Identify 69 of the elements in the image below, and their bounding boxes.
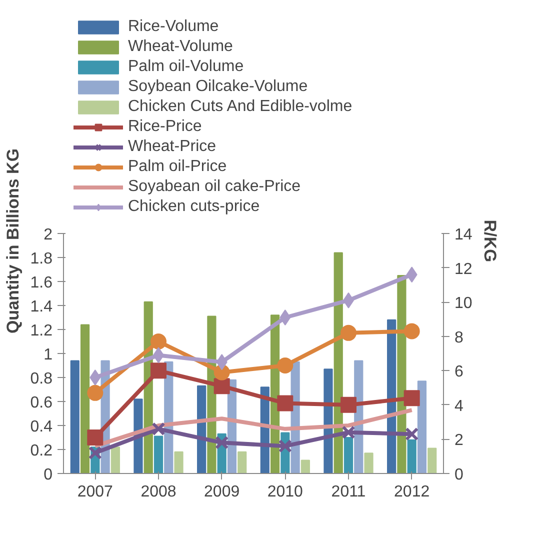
y2-tick-label: 6 <box>454 364 464 381</box>
y2-tick-label: 0 <box>454 466 464 484</box>
y-tick-label: 1.6 <box>30 274 53 292</box>
bar <box>428 448 437 474</box>
point <box>405 427 419 441</box>
point <box>150 362 166 379</box>
bar <box>154 436 164 474</box>
bar <box>300 460 310 474</box>
y-axis-title: Quantity in Billions KG <box>3 148 22 334</box>
legend-label: Palm oil-Volume <box>128 58 244 76</box>
point <box>87 384 104 401</box>
legend-label: Rice-Volume <box>128 18 219 36</box>
y2-tick-label: 10 <box>454 295 472 312</box>
point <box>215 436 229 450</box>
bar <box>417 380 427 474</box>
y-tick-label: 0.8 <box>30 370 53 388</box>
x-tick-label: 2007 <box>77 484 114 500</box>
point <box>404 390 420 406</box>
bar <box>344 437 354 474</box>
bar <box>364 452 374 474</box>
y-tick-label: 1.8 <box>30 250 53 268</box>
point <box>90 370 101 386</box>
legend-label: Soyabean oil cake-Price <box>128 178 301 196</box>
bar <box>238 451 247 474</box>
point <box>150 334 166 350</box>
point <box>342 426 356 440</box>
y2-tick-label: 2 <box>454 432 464 450</box>
point <box>340 396 356 413</box>
x-tick-label: 2011 <box>331 484 366 500</box>
y2-tick-label: 4 <box>454 398 464 415</box>
point <box>87 430 104 446</box>
y-tick-label: 1.2 <box>30 322 53 340</box>
point <box>277 395 294 412</box>
y-tick-label: 0.6 <box>30 394 53 412</box>
legend-label: Rice-Price <box>128 118 202 136</box>
y-tick-label: 0.2 <box>30 442 53 460</box>
bar <box>397 275 406 474</box>
y-tick-label: 0 <box>44 466 53 484</box>
y2-tick-label: 14 <box>454 226 472 244</box>
bar <box>70 360 80 474</box>
point <box>214 378 230 394</box>
point <box>404 323 420 340</box>
legend-label: Chicken Cuts And Edible-volme <box>128 98 352 116</box>
bar <box>80 324 90 474</box>
y2-tick-label: 8 <box>454 329 464 346</box>
y-tick-label: 1.4 <box>30 298 53 316</box>
point <box>278 439 292 453</box>
y2-axis-title: R/KG <box>480 220 500 262</box>
x-tick-label: 2008 <box>140 484 176 500</box>
y2-tick-label: 12 <box>454 260 472 278</box>
point <box>152 422 166 436</box>
bar <box>110 446 120 474</box>
y-tick-label: 0.4 <box>30 418 53 436</box>
legend-label: Wheat-Price <box>128 138 216 156</box>
y-tick-label: 2 <box>44 226 53 244</box>
legend-label: Palm oil-Price <box>128 158 227 176</box>
x-tick-label: 2009 <box>204 484 240 500</box>
legend-label: Chicken cuts-price <box>128 198 260 216</box>
point <box>280 310 291 326</box>
legend-label: Soybean Oilcake-Volume <box>128 78 308 96</box>
point <box>340 324 356 341</box>
y-tick-label: 1 <box>44 346 53 364</box>
bar <box>174 451 184 474</box>
x-tick-label: 2012 <box>394 484 430 500</box>
point <box>277 358 294 374</box>
x-tick-label: 2010 <box>267 484 304 500</box>
point <box>88 446 102 460</box>
legend-label: Wheat-Volume <box>128 38 233 56</box>
bar <box>407 439 416 474</box>
